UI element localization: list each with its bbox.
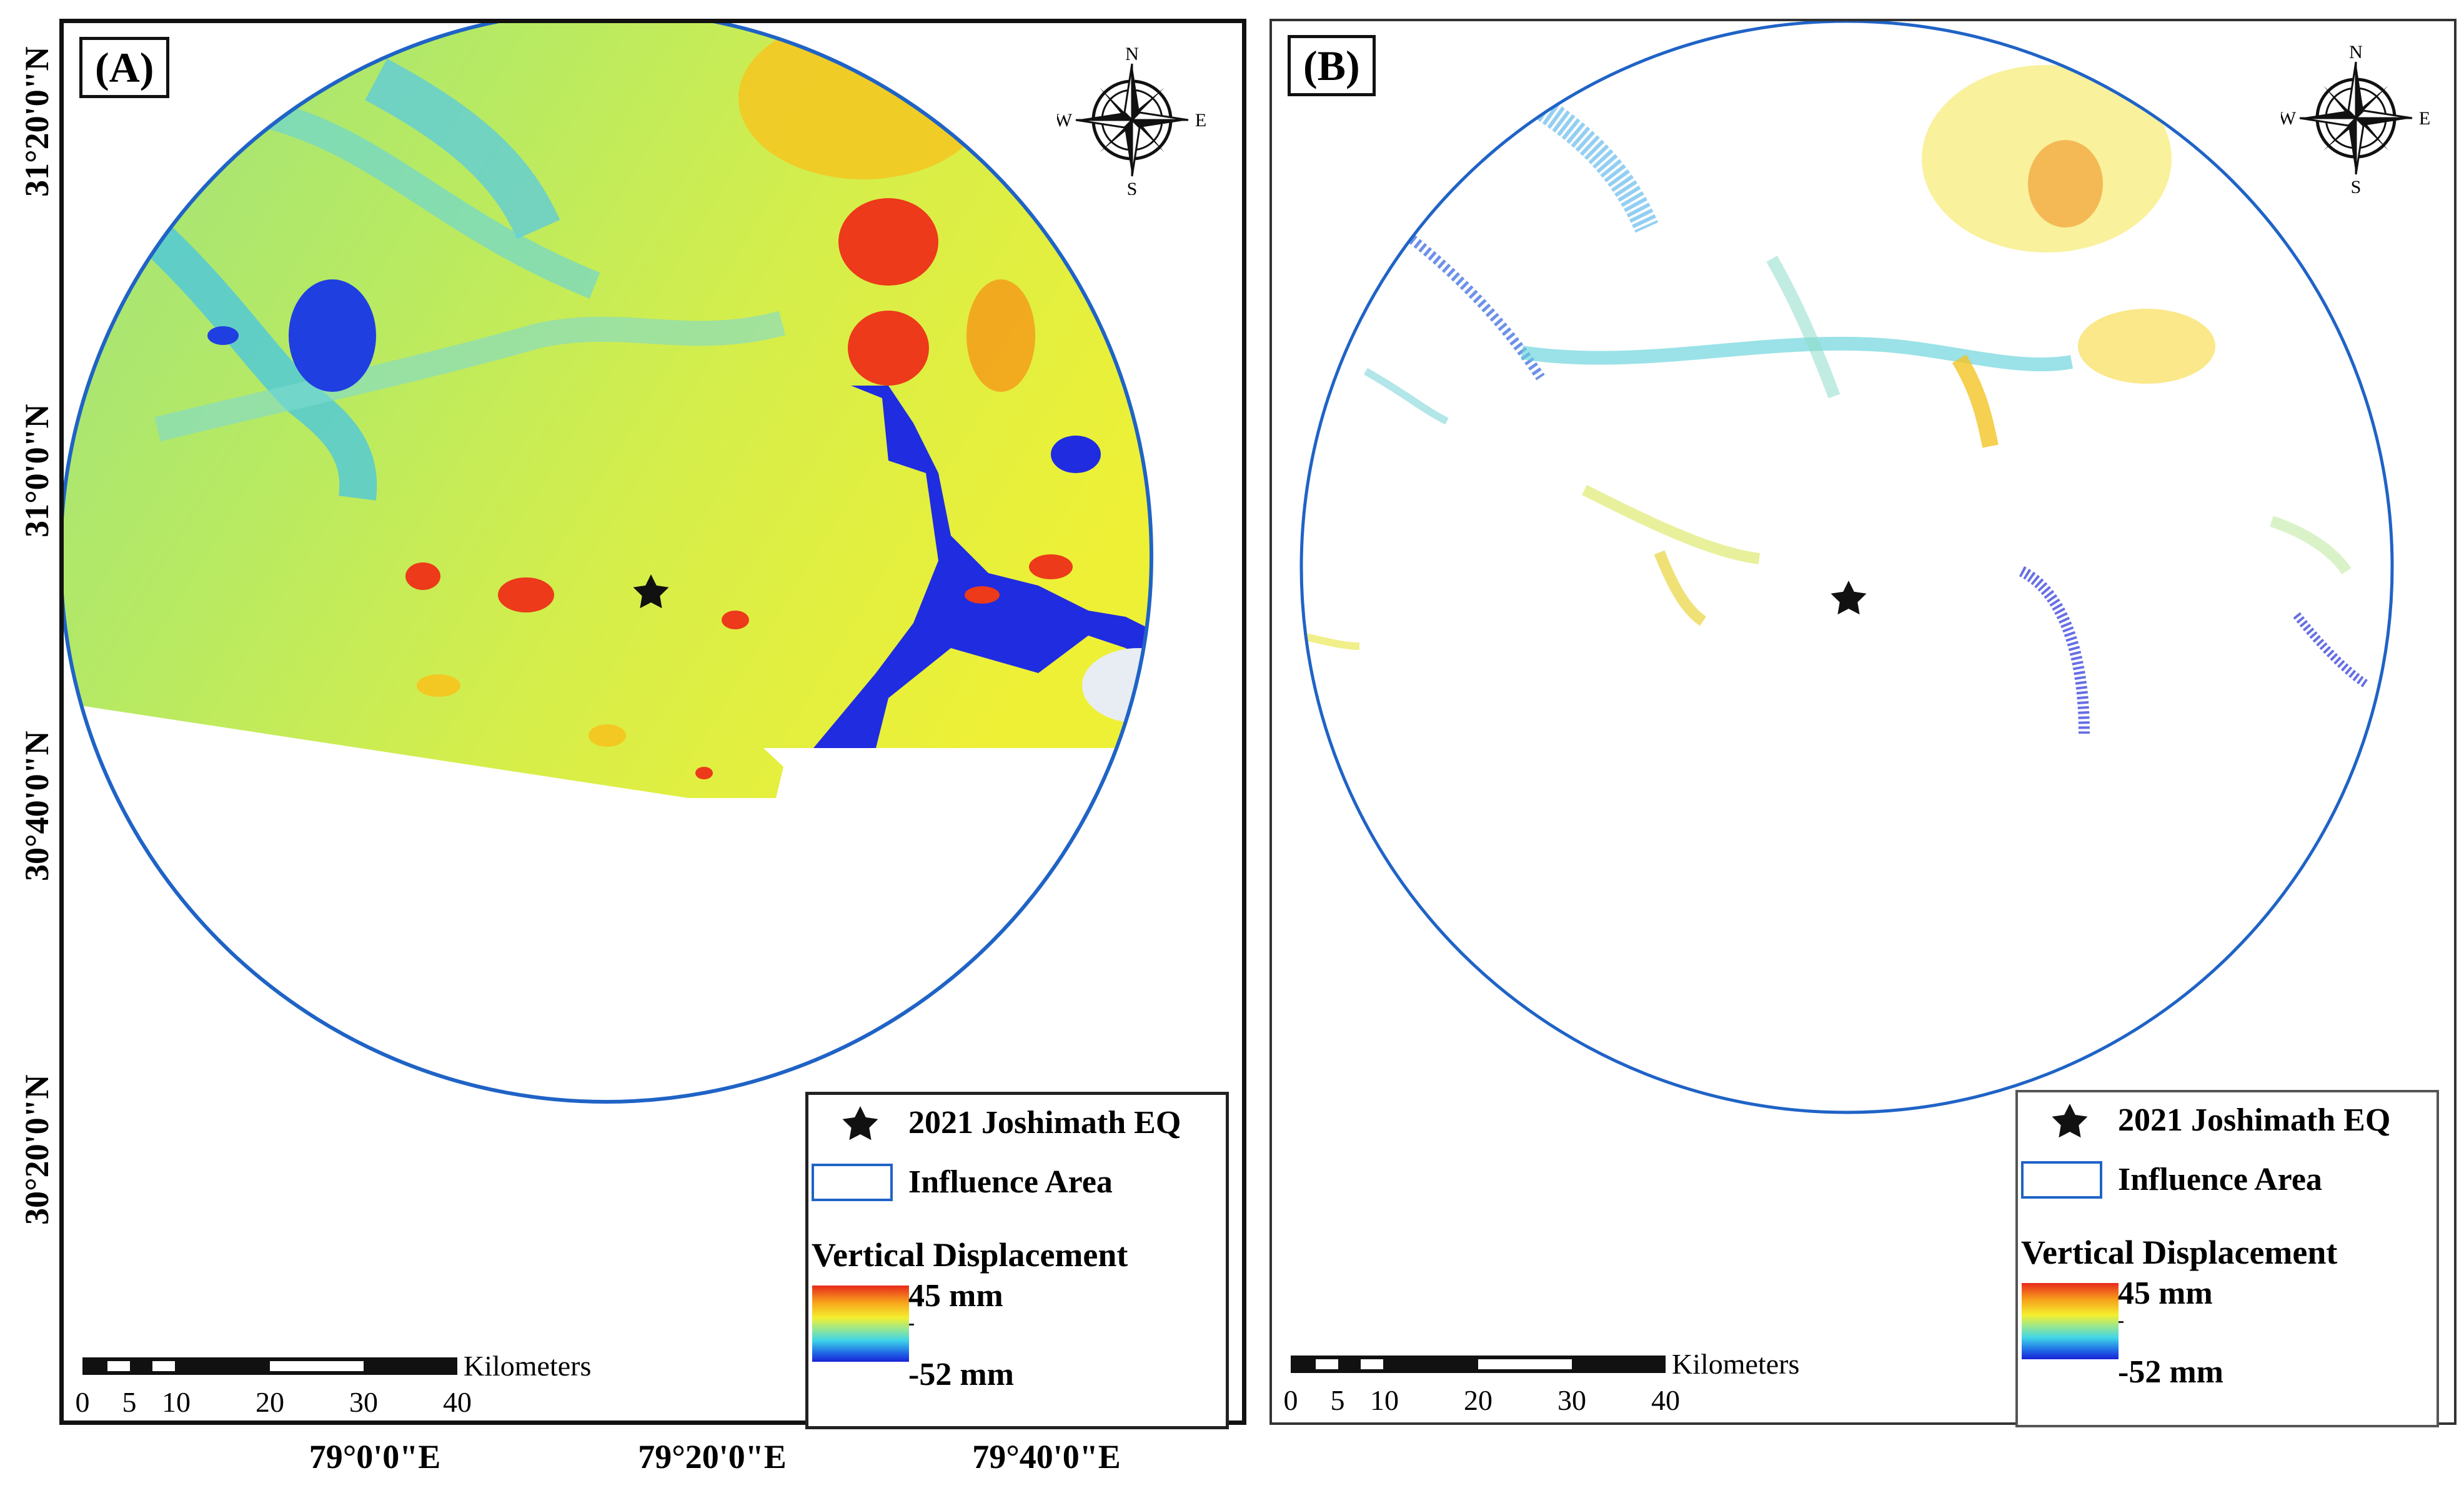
sar-coverage-a (64, 23, 1151, 798)
influence-area-circle-a (64, 23, 1153, 1104)
legend-b: 2021 Joshimath EQ Influence Area Vertica… (2015, 1090, 2439, 1427)
ramp-min-label: -52 mm (2118, 1354, 2223, 1390)
influence-area-circle-b (1299, 21, 2394, 1114)
svg-text:N: N (1125, 45, 1139, 64)
legend-title: Vertical Displacement (2021, 1234, 2338, 1271)
ramp-max-label: 45 mm (2118, 1276, 2213, 1311)
epicenter-star-icon-b (1831, 581, 1867, 615)
panel-label-b: (B) (1288, 35, 1376, 96)
scale-tick-0: 0 (1283, 1384, 1298, 1416)
svg-text:S: S (1127, 179, 1138, 195)
displacement-map-b (1299, 21, 2394, 1114)
scale-tick-10: 10 (162, 1386, 191, 1418)
color-ramp (2022, 1283, 2119, 1359)
panel-label-a: (A) (79, 37, 170, 98)
scale-unit-label-b: Kilometers (1672, 1348, 1800, 1380)
scale-tick-10: 10 (1370, 1384, 1399, 1416)
scale-tick-30: 30 (349, 1386, 378, 1418)
legend-influence-row: Influence Area (2018, 1155, 2437, 1205)
scale-tick-5: 5 (1330, 1384, 1345, 1416)
svg-text:E: E (1195, 110, 1206, 131)
svg-text:E: E (2419, 108, 2430, 129)
displacement-map-a (64, 23, 1153, 1104)
legend-influence-label: Influence Area (2118, 1162, 2322, 1197)
legend-epicenter-label: 2021 Joshimath EQ (908, 1105, 1181, 1141)
scale-unit-label-a: Kilometers (464, 1350, 592, 1382)
latitude-label-30-20: 30°20'0"N (18, 1074, 56, 1225)
epicenter-star-icon-a (633, 574, 669, 609)
star-icon (842, 1106, 878, 1141)
scale-tick-0: 0 (75, 1386, 90, 1418)
svg-text:W: W (1057, 110, 1073, 131)
longitude-label-79-40: 79°40'0"E (972, 1438, 1121, 1476)
color-ramp (812, 1286, 909, 1362)
ramp-min-label: -52 mm (908, 1357, 1014, 1392)
star-icon (2052, 1104, 2088, 1138)
scale-tick-30: 30 (1557, 1384, 1586, 1416)
north-arrow-icon-a: N S E W (1057, 45, 1206, 195)
latitude-label-30-40: 30°40'0"N (18, 731, 56, 881)
svg-text:W: W (2281, 108, 2297, 129)
svg-text:S: S (2351, 177, 2362, 193)
latitude-label-31-00: 31°0'0"N (18, 404, 56, 537)
legend-epicenter-row: 2021 Joshimath EQ (2018, 1096, 2437, 1146)
legend-influence-row: Influence Area (808, 1157, 1226, 1207)
legend-title: Vertical Displacement (812, 1236, 1128, 1274)
scale-tick-40: 40 (1651, 1384, 1680, 1416)
longitude-label-79-20: 79°20'0"E (638, 1438, 787, 1476)
scale-bar-a (82, 1357, 457, 1375)
scale-bar-b (1291, 1356, 1666, 1373)
north-arrow-icon-b: N S E W (2281, 43, 2430, 193)
svg-text:N: N (2349, 43, 2363, 62)
legend-epicenter-row: 2021 Joshimath EQ (808, 1098, 1226, 1148)
legend-a: 2021 Joshimath EQ Influence Area Vertica… (805, 1092, 1229, 1429)
ramp-max-label: 45 mm (908, 1278, 1003, 1314)
scale-tick-5: 5 (122, 1386, 137, 1418)
ramp-tick (909, 1324, 914, 1326)
influence-area-swatch (2021, 1161, 2102, 1199)
scale-tick-40: 40 (443, 1386, 472, 1418)
map-panel-a: (A) N S E W 2021 Joshimath EQ Influence … (59, 19, 1246, 1429)
scale-tick-20: 20 (256, 1386, 284, 1418)
legend-influence-label: Influence Area (908, 1164, 1113, 1200)
map-panel-b: (B) N S E W 2021 Joshimath EQ Influence … (1269, 19, 2457, 1427)
longitude-label-79-00: 79°0'0"E (309, 1438, 441, 1476)
significant-displacement-b (1301, 65, 2368, 734)
scale-tick-20: 20 (1464, 1384, 1493, 1416)
influence-area-swatch (812, 1164, 893, 1201)
latitude-label-31-20: 31°20'0"N (18, 46, 56, 197)
legend-epicenter-label: 2021 Joshimath EQ (2118, 1102, 2391, 1138)
ramp-tick (2119, 1321, 2124, 1323)
